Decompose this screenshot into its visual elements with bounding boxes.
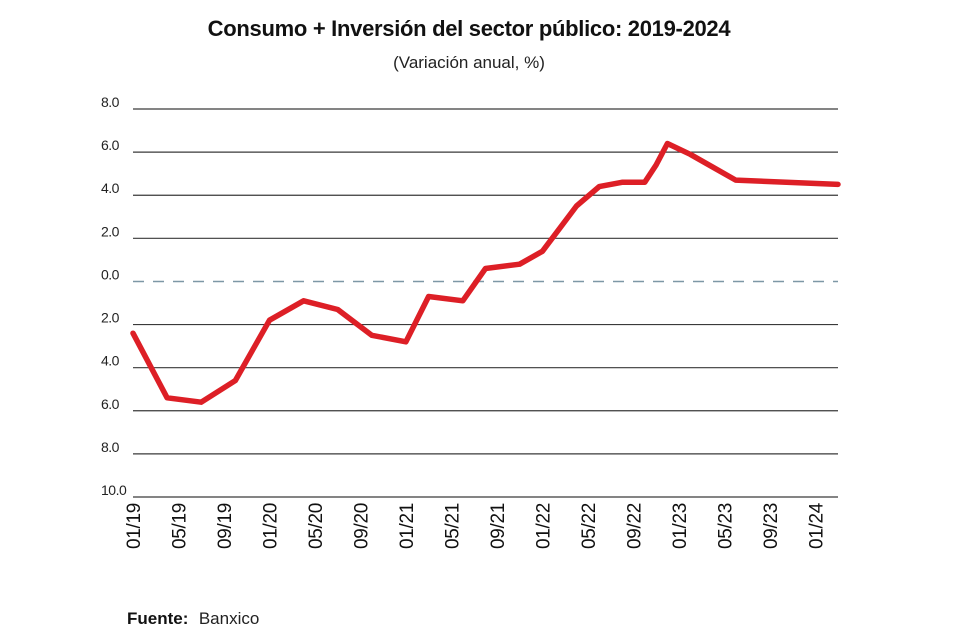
x-tick-label: 09/22 [624,503,645,549]
x-tick-label: 01/24 [806,502,827,549]
source-value: Banxico [199,609,259,628]
x-axis-ticks: 01/19 05/19 09/19 01/20 05/20 09/20 01/21 05/21… [124,502,827,549]
source-label: Fuente: [127,609,188,628]
y-tick-label: 2.0 [101,310,120,326]
series-line [130,140,841,405]
x-tick-label: 01/20 [260,503,281,549]
x-tick-label: 09/21 [488,503,509,549]
y-axis-ticks: 8.0 6.0 4.0 2.0 0.0 2.0 4.0 6.0 8.0 10.0 [101,94,127,498]
x-tick-label: 05/20 [306,503,327,549]
y-tick-label: 6.0 [101,396,120,412]
chart-subtitle: (Variación anual, %) [393,53,545,72]
x-tick-label: 05/22 [579,503,600,549]
x-tick-label: 05/21 [442,503,463,549]
y-tick-label: 2.0 [101,223,120,239]
x-tick-label: 01/22 [533,503,554,549]
x-tick-label: 01/21 [397,503,418,549]
y-tick-label: 8.0 [101,94,120,110]
gridlines [133,108,838,498]
y-tick-label: 4.0 [101,180,120,196]
x-tick-label: 01/23 [670,503,691,549]
series-lines [130,140,841,405]
y-tick-label: 8.0 [101,439,120,455]
chart-title: Consumo + Inversión del sector público: … [208,16,732,41]
x-tick-label: 05/19 [169,503,190,549]
x-tick-label: 09/23 [761,503,782,549]
y-tick-label: 6.0 [101,137,120,153]
y-tick-label: 4.0 [101,353,120,369]
y-tick-label: 0.0 [101,266,120,282]
source-note: Fuente: Banxico [127,609,259,628]
x-tick-label: 05/23 [715,503,736,549]
x-tick-label: 09/20 [351,503,372,549]
x-tick-label: 01/19 [124,503,145,549]
y-tick-label: 10.0 [101,482,127,498]
x-tick-label: 09/19 [215,503,236,549]
